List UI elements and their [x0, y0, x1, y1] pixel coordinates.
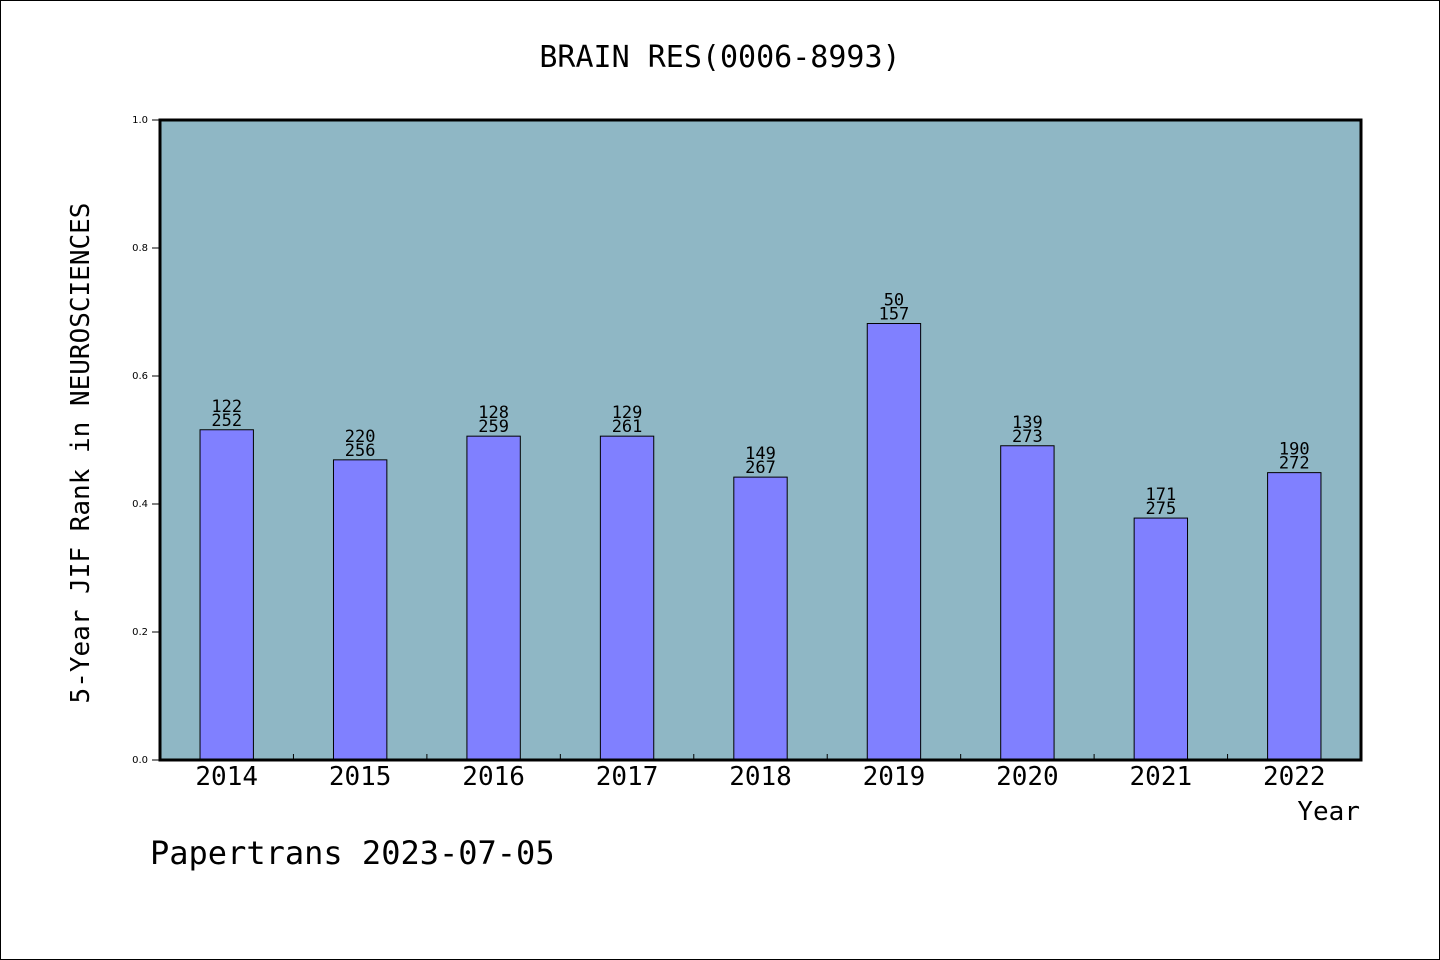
bar-total-label: 252 — [211, 411, 242, 431]
y-axis-label: 5-Year JIF Rank in NEUROSCIENCES — [66, 203, 96, 704]
credit-text: Papertrans 2023-07-05 — [150, 834, 555, 872]
bar-rank-label: 190 — [1279, 440, 1310, 460]
x-tick-label: 2014 — [195, 762, 258, 792]
y-tick-label: 0.2 — [132, 627, 148, 638]
bar-total-label: 157 — [879, 305, 910, 325]
x-tick-label: 2018 — [729, 762, 792, 792]
bar — [1267, 472, 1322, 761]
x-tick-label: 2017 — [596, 762, 659, 792]
y-tick-label: 0.8 — [132, 243, 148, 254]
bar-total-label: 256 — [345, 441, 376, 461]
bar-rank-label: 220 — [345, 427, 376, 447]
bar-total-label: 272 — [1279, 454, 1310, 474]
bar — [1000, 445, 1055, 761]
x-tick-label: 2015 — [329, 762, 392, 792]
bar — [599, 435, 655, 761]
bar-total-label: 273 — [1012, 427, 1043, 447]
bar — [332, 459, 388, 761]
bar-total-label: 267 — [745, 458, 776, 478]
ticks-layer: 2014 2015 2016 2017 2018 2019 2020 2021 2022 0.0 0… — [132, 115, 1325, 792]
x-axis-label: Year — [1297, 797, 1360, 827]
bar-total-label: 261 — [612, 417, 643, 437]
x-tick-label: 2020 — [996, 762, 1059, 792]
bar-rank-label: 50 — [884, 291, 904, 311]
x-tick-label: 2022 — [1263, 762, 1326, 792]
bar-total-label: 259 — [478, 417, 509, 437]
bar-rank-label: 149 — [745, 444, 776, 464]
bar — [866, 323, 922, 761]
chart-title: BRAIN RES(0006-8993) — [539, 40, 900, 75]
plot-border — [158, 118, 1363, 762]
bar-total-label: 275 — [1145, 499, 1176, 519]
bar-rank-label: 139 — [1012, 413, 1043, 433]
y-tick-label: 0.0 — [132, 755, 148, 766]
bar — [733, 476, 788, 761]
bar — [199, 429, 254, 761]
y-tick-label: 0.6 — [132, 371, 148, 382]
bars-layer: 1222522202561282591292611492675015713927… — [199, 291, 1322, 761]
y-tick-label: 0.4 — [132, 499, 148, 510]
bar-rank-label: 128 — [478, 403, 509, 423]
x-tick-label: 2019 — [863, 762, 926, 792]
x-tick-label: 2016 — [462, 762, 525, 792]
bar-rank-label: 129 — [612, 403, 643, 423]
bar-rank-label: 171 — [1145, 485, 1176, 505]
x-tick-label: 2021 — [1130, 762, 1193, 792]
bar-rank-label: 122 — [211, 397, 242, 417]
bar — [1133, 517, 1189, 761]
y-tick-label: 1.0 — [132, 115, 148, 126]
bar — [466, 435, 521, 761]
